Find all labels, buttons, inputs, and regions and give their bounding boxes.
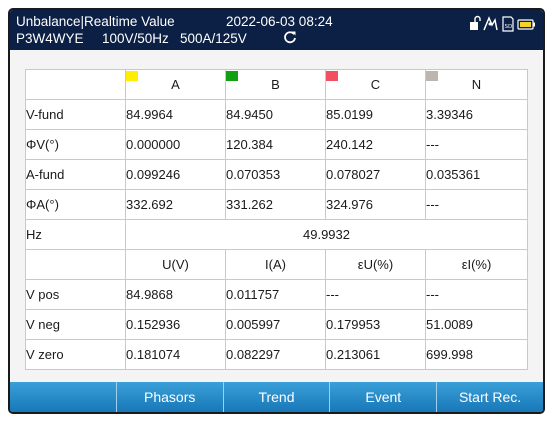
- value-cell: 0.005997: [225, 309, 326, 340]
- row-label: V pos: [25, 279, 126, 310]
- value-cell: ---: [425, 189, 528, 220]
- table-row: V neg 0.152936 0.005997 0.179953 51.0089: [25, 309, 528, 340]
- value-cell: 120.384: [225, 129, 326, 160]
- screen-title: Unbalance|Realtime Value: [16, 14, 175, 29]
- value-cell: ---: [425, 129, 528, 160]
- value-cell: 324.976: [325, 189, 426, 220]
- column-header-u: U(V): [125, 249, 226, 280]
- phase-b-color-swatch: [226, 71, 238, 81]
- phase-header-n: N: [425, 69, 528, 100]
- row-label: A-fund: [25, 159, 126, 190]
- signal-icon: [483, 16, 498, 31]
- hz-value: 49.9932: [125, 219, 528, 250]
- trend-button[interactable]: Trend: [222, 382, 330, 412]
- event-button[interactable]: Event: [329, 382, 436, 412]
- battery-icon: [517, 19, 535, 30]
- value-cell: 699.998: [425, 339, 528, 370]
- value-cell: 51.0089: [425, 309, 528, 340]
- row-label: ΦV(°): [25, 129, 126, 160]
- phasors-button[interactable]: Phasors: [115, 382, 223, 412]
- row-label: ΦA(°): [25, 189, 126, 220]
- phase-header-c: C: [325, 69, 426, 100]
- status-icon-group: SD: [470, 15, 535, 32]
- value-cell: 0.179953: [325, 309, 426, 340]
- value-cell: 0.152936: [125, 309, 226, 340]
- softkey-blank[interactable]: [10, 382, 116, 412]
- column-header-eu: εU(%): [325, 249, 426, 280]
- phase-header-a: A: [125, 69, 226, 100]
- value-cell: 331.262: [225, 189, 326, 220]
- value-cell: 84.9964: [125, 99, 226, 130]
- table-row: V pos 84.9868 0.011757 --- ---: [25, 279, 528, 310]
- column-header-i: I(A): [225, 249, 326, 280]
- unbalance-table: A B C N V-fund 84.9964 84.9450: [25, 69, 528, 370]
- unlock-icon: [470, 15, 481, 30]
- value-cell: 0.213061: [325, 339, 426, 370]
- softkey-bar: Phasors Trend Event Start Rec.: [10, 382, 543, 412]
- corner-cell: [25, 69, 126, 100]
- datetime: 2022-06-03 08:24: [226, 14, 333, 29]
- wiring-mode: P3W4WYE: [16, 31, 84, 46]
- value-cell: 0.011757: [225, 279, 326, 310]
- sd-card-icon: SD: [502, 16, 514, 32]
- value-cell: 85.0199: [325, 99, 426, 130]
- column-header-ei: εI(%): [425, 249, 528, 280]
- table-row: ΦA(°) 332.692 331.262 324.976 ---: [25, 189, 528, 220]
- value-cell: ---: [425, 279, 528, 310]
- table-row: A-fund 0.099246 0.070353 0.078027 0.0353…: [25, 159, 528, 190]
- frequency-row: Hz 49.9932: [25, 219, 528, 250]
- value-cell: 0.082297: [225, 339, 326, 370]
- svg-text:SD: SD: [505, 24, 513, 30]
- voltage-frequency: 100V/50Hz: [102, 31, 169, 46]
- phase-header-b: B: [225, 69, 326, 100]
- value-cell: 332.692: [125, 189, 226, 220]
- row-label: V zero: [25, 339, 126, 370]
- table-row: ΦV(°) 0.000000 120.384 240.142 ---: [25, 129, 528, 160]
- sequence-header-row: U(V) I(A) εU(%) εI(%): [25, 249, 528, 280]
- value-cell: 0.070353: [225, 159, 326, 190]
- value-cell: 0.078027: [325, 159, 426, 190]
- row-label: V neg: [25, 309, 126, 340]
- value-cell: 3.39346: [425, 99, 528, 130]
- value-cell: 0.099246: [125, 159, 226, 190]
- value-cell: 0.000000: [125, 129, 226, 160]
- refresh-icon[interactable]: [283, 30, 297, 44]
- measurement-panel: A B C N V-fund 84.9964 84.9450: [10, 50, 543, 382]
- phase-n-color-swatch: [426, 71, 438, 81]
- value-cell: ---: [325, 279, 426, 310]
- value-cell: 84.9868: [125, 279, 226, 310]
- value-cell: 0.181074: [125, 339, 226, 370]
- table-row: V-fund 84.9964 84.9450 85.0199 3.39346: [25, 99, 528, 130]
- phase-a-color-swatch: [126, 71, 138, 81]
- value-cell: 240.142: [325, 129, 426, 160]
- status-header: Unbalance|Realtime Value 2022-06-03 08:2…: [10, 10, 543, 50]
- hz-label: Hz: [25, 219, 126, 250]
- start-rec-button[interactable]: Start Rec.: [436, 382, 543, 412]
- row-label: V-fund: [25, 99, 126, 130]
- corner-cell: [25, 249, 126, 280]
- value-cell: 84.9450: [225, 99, 326, 130]
- phase-c-color-swatch: [326, 71, 338, 81]
- phase-header-row: A B C N: [25, 69, 528, 100]
- current-range: 500A/125V: [180, 31, 247, 46]
- table-row: V zero 0.181074 0.082297 0.213061 699.99…: [25, 339, 528, 370]
- instrument-screen: Unbalance|Realtime Value 2022-06-03 08:2…: [8, 8, 545, 414]
- value-cell: 0.035361: [425, 159, 528, 190]
